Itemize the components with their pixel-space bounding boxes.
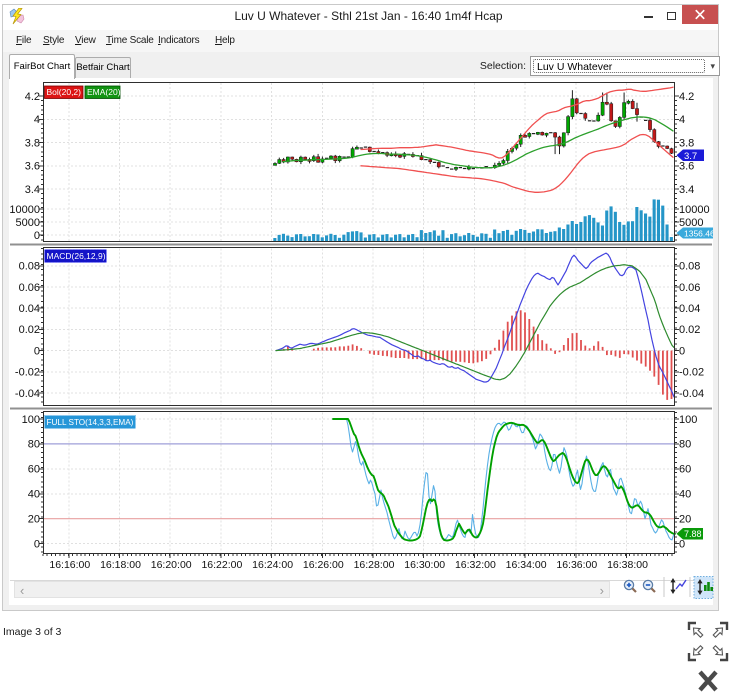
svg-text:16:26:00: 16:26:00 <box>303 559 344 571</box>
svg-text:FULL STO(14,3,3,EMA): FULL STO(14,3,3,EMA) <box>47 418 134 427</box>
svg-text:5000: 5000 <box>16 217 40 229</box>
svg-text:100: 100 <box>679 414 697 426</box>
svg-text:5000: 5000 <box>679 217 703 229</box>
svg-text:0: 0 <box>34 230 40 242</box>
svg-text:10000: 10000 <box>679 204 710 216</box>
svg-text:16:16:00: 16:16:00 <box>49 559 90 571</box>
svg-text:0.08: 0.08 <box>19 261 40 273</box>
svg-text:16:30:00: 16:30:00 <box>404 559 445 571</box>
svg-text:3.4: 3.4 <box>25 184 40 196</box>
svg-text:EMA(20): EMA(20) <box>87 87 121 97</box>
svg-text:16:24:00: 16:24:00 <box>252 559 293 571</box>
svg-text:16:34:00: 16:34:00 <box>506 559 547 571</box>
svg-text:-0.04: -0.04 <box>679 388 704 400</box>
svg-text:3.6: 3.6 <box>679 161 694 173</box>
svg-text:40: 40 <box>28 489 40 501</box>
svg-text:16:36:00: 16:36:00 <box>556 559 597 571</box>
svg-text:0: 0 <box>679 345 685 357</box>
svg-text:0.04: 0.04 <box>679 303 700 315</box>
svg-text:16:18:00: 16:18:00 <box>100 559 141 571</box>
svg-text:7.88: 7.88 <box>684 529 702 539</box>
svg-text:16:20:00: 16:20:00 <box>151 559 192 571</box>
svg-text:0.08: 0.08 <box>679 261 700 273</box>
svg-text:0.06: 0.06 <box>19 282 40 294</box>
svg-text:40: 40 <box>679 489 691 501</box>
svg-text:16:32:00: 16:32:00 <box>455 559 496 571</box>
svg-text:3.7: 3.7 <box>684 151 697 162</box>
svg-text:Bol(20,2): Bol(20,2) <box>47 87 82 97</box>
svg-text:-0.04: -0.04 <box>15 388 40 400</box>
svg-text:0: 0 <box>34 538 40 550</box>
svg-text:60: 60 <box>679 464 691 476</box>
svg-text:80: 80 <box>28 439 40 451</box>
svg-text:-0.02: -0.02 <box>679 367 704 379</box>
svg-text:4: 4 <box>679 114 685 126</box>
svg-text:3.4: 3.4 <box>679 184 694 196</box>
svg-text:16:38:00: 16:38:00 <box>607 559 648 571</box>
svg-text:20: 20 <box>679 513 691 525</box>
svg-text:-0.02: -0.02 <box>15 367 40 379</box>
svg-text:3.6: 3.6 <box>25 161 40 173</box>
svg-text:4.2: 4.2 <box>679 91 694 103</box>
svg-text:60: 60 <box>28 464 40 476</box>
svg-text:80: 80 <box>679 439 691 451</box>
svg-text:0.04: 0.04 <box>19 303 40 315</box>
svg-text:20: 20 <box>28 513 40 525</box>
svg-text:0.02: 0.02 <box>19 324 40 336</box>
svg-text:4: 4 <box>34 114 40 126</box>
svg-text:1356.46: 1356.46 <box>684 229 713 239</box>
svg-text:3.8: 3.8 <box>679 137 694 149</box>
svg-text:0.06: 0.06 <box>679 282 700 294</box>
svg-text:0: 0 <box>679 538 685 550</box>
svg-text:16:22:00: 16:22:00 <box>201 559 242 571</box>
svg-text:16:28:00: 16:28:00 <box>354 559 395 571</box>
svg-text:MACD(26,12,9): MACD(26,12,9) <box>47 251 106 261</box>
svg-text:10000: 10000 <box>9 204 40 216</box>
svg-text:0: 0 <box>34 345 40 357</box>
svg-text:100: 100 <box>22 414 40 426</box>
svg-text:3.8: 3.8 <box>25 137 40 149</box>
svg-text:4.2: 4.2 <box>25 91 40 103</box>
svg-text:0.02: 0.02 <box>679 324 700 336</box>
